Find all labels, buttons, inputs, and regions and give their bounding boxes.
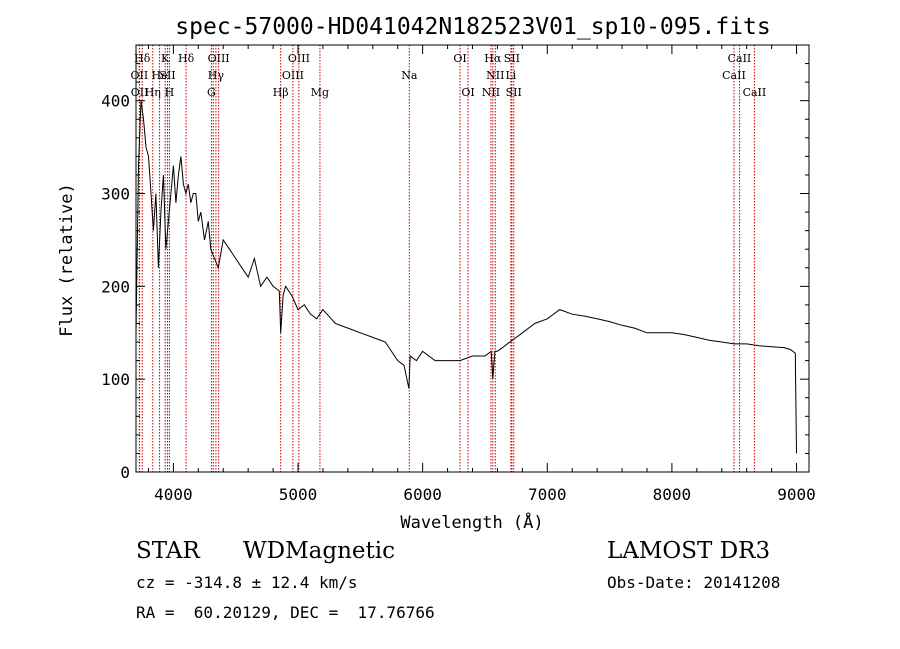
line-label-5: OI <box>453 52 466 65</box>
x-axis: 4000 5000 6000 7000 8000 9000 <box>147 45 816 504</box>
line-label-21: G <box>207 86 216 99</box>
chart-title: spec-57000-HD041042N182523V01_sp10-095.f… <box>175 14 770 40</box>
line-label-16: Li <box>505 69 516 82</box>
x-tick-label-1: 5000 <box>279 485 318 504</box>
line-label-19: Hη <box>145 86 161 99</box>
line-label-25: NII <box>482 86 500 99</box>
line-label-6: Hα <box>484 52 502 65</box>
series-line-0 <box>135 100 797 454</box>
x-tick-label-3: 7000 <box>528 485 567 504</box>
x-axis-label: Wavelength (Å) <box>400 511 543 533</box>
line-label-3: OIII <box>208 52 230 65</box>
y-tick-label-0: 0 <box>120 463 130 482</box>
redshift-velocity: cz = -314.8 ± 12.4 km/s <box>136 573 358 592</box>
line-label-14: Na <box>401 69 418 82</box>
plot-frame <box>135 44 810 473</box>
line-label-27: CaII <box>743 86 767 99</box>
y-tick-label-4: 400 <box>101 92 130 111</box>
x-tick-label-2: 6000 <box>403 485 442 504</box>
line-label-1: K <box>161 52 170 65</box>
y-tick-label-3: 300 <box>101 185 130 204</box>
line-label-15: NII <box>486 69 504 82</box>
x-tick-label-5: 9000 <box>777 485 816 504</box>
line-label-23: Mg <box>311 86 329 99</box>
line-label-12: Hγ <box>208 69 225 82</box>
line-label-13: OIII <box>282 69 304 82</box>
line-label-2: Hδ <box>178 52 195 65</box>
object-type: STAR <box>136 538 200 564</box>
line-label-22: Hβ <box>273 86 289 99</box>
y-axis-label: Flux (relative) <box>57 183 77 337</box>
line-label-4: OIII <box>288 52 310 65</box>
line-label-10: He <box>152 69 168 82</box>
series-layer <box>135 100 797 454</box>
line-label-24: OI <box>461 86 474 99</box>
spectral-line-markers <box>138 45 755 472</box>
y-axis: 0 100 200 300 400 <box>101 63 809 482</box>
line-label-26: SII <box>506 86 522 99</box>
line-label-20: H <box>165 86 175 99</box>
y-tick-label-2: 200 <box>101 277 130 296</box>
line-label-8: CaII <box>728 52 752 65</box>
line-label-0: Hδ <box>134 52 151 65</box>
survey-release: LAMOST DR3 <box>607 538 771 564</box>
line-label-9: OII <box>131 69 149 82</box>
coordinates: RA = 60.20129, DEC = 17.76766 <box>136 603 435 622</box>
line-label-7: SII <box>504 52 520 65</box>
object-subclass: WDMagnetic <box>243 538 395 564</box>
line-label-11: SII <box>159 69 175 82</box>
x-tick-label-0: 4000 <box>154 485 193 504</box>
observation-date: Obs-Date: 20141208 <box>607 573 781 592</box>
line-label-18: OII <box>131 86 149 99</box>
x-tick-label-4: 8000 <box>653 485 692 504</box>
line-label-17: CaII <box>722 69 746 82</box>
y-tick-label-1: 100 <box>101 370 130 389</box>
